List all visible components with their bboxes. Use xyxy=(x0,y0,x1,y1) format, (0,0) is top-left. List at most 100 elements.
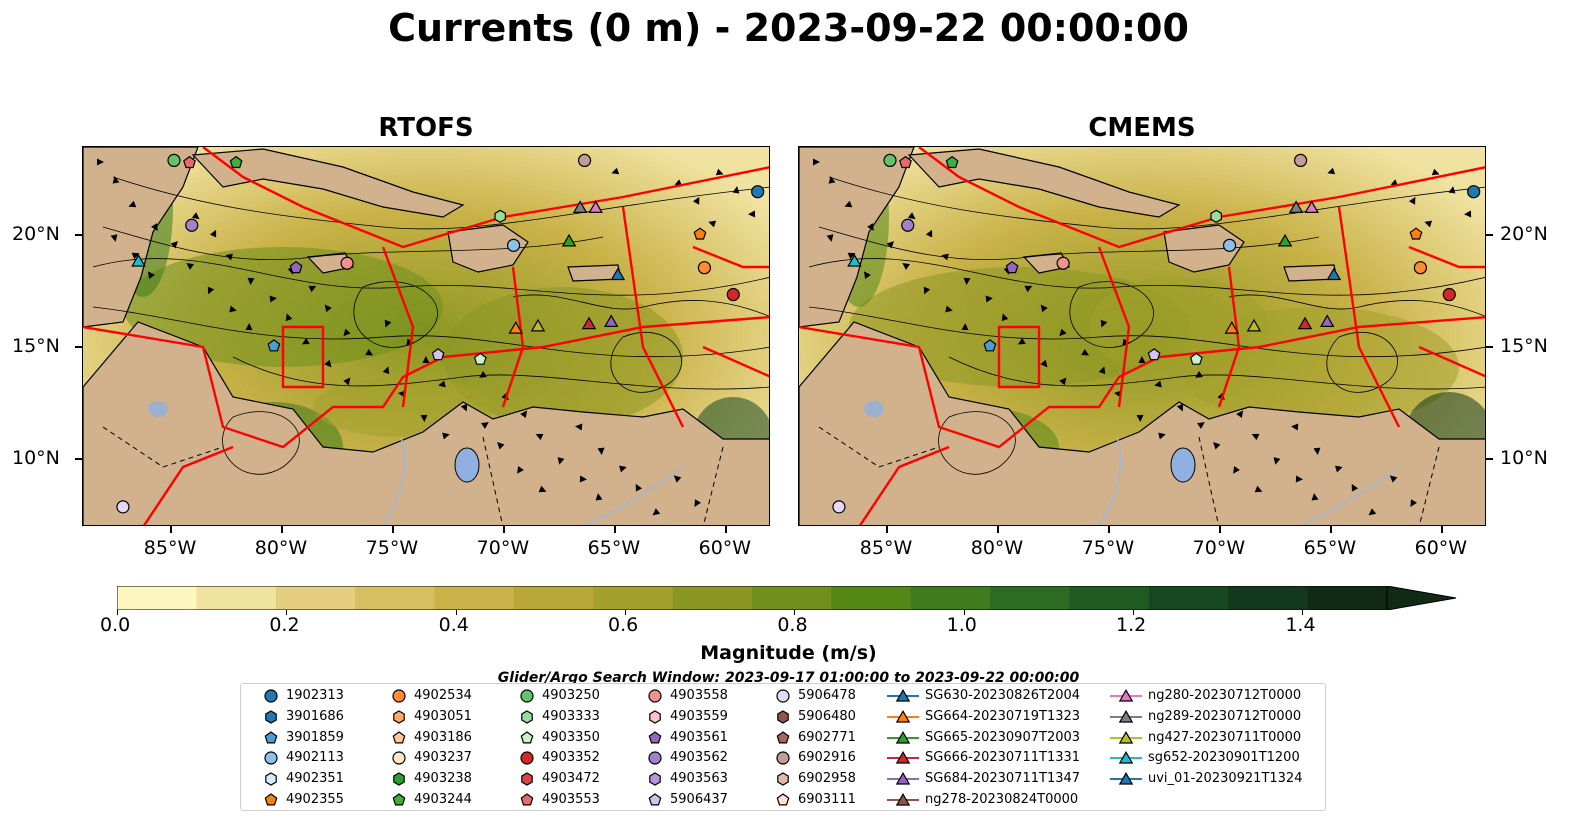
platform-marker xyxy=(1005,260,1019,274)
platform-marker xyxy=(1210,209,1222,223)
platform-marker xyxy=(726,287,740,302)
legend-label: 6903111 xyxy=(798,792,856,807)
platform-marker xyxy=(588,200,603,214)
legend-label: SG666-20230711T1331 xyxy=(925,750,1081,766)
platform-marker xyxy=(1222,238,1237,252)
colorbar-tick-label: 0.8 xyxy=(777,614,808,636)
panel-title-rtofs: RTOFS xyxy=(378,113,474,143)
legend-marker-icon xyxy=(887,792,919,806)
platform-marker xyxy=(1246,318,1262,332)
legend-marker-icon xyxy=(520,793,534,806)
colorbar-bin xyxy=(513,586,594,610)
legend-marker-icon xyxy=(887,772,919,785)
legend-marker-icon xyxy=(777,772,789,786)
legend-label: 3901686 xyxy=(286,708,344,724)
legend-label: 4903051 xyxy=(414,708,472,724)
legend-label: 6902771 xyxy=(798,729,856,745)
legend-label: 5906437 xyxy=(670,792,728,807)
legend-marker-icon xyxy=(393,772,405,786)
colorbar-bin xyxy=(752,586,832,610)
colorbar-bin xyxy=(196,586,277,610)
lat-tick-label: 15°N xyxy=(12,335,60,358)
platform-marker xyxy=(1319,314,1335,327)
legend-label: 4903186 xyxy=(414,729,472,745)
legend-marker-icon xyxy=(521,710,533,724)
platform-marker xyxy=(267,339,281,352)
legend-marker-icon xyxy=(1110,751,1142,764)
platform-marker xyxy=(1413,261,1428,275)
legend-label: 4903350 xyxy=(542,729,600,745)
search-window-text: Glider/Argo Search Window: 2023-09-17 01… xyxy=(497,670,1080,686)
platform-marker xyxy=(1467,185,1481,199)
map-canvas xyxy=(83,147,769,525)
legend-marker-icon xyxy=(265,710,277,724)
lat-tick-label: 15°N xyxy=(1500,335,1548,358)
platform-marker xyxy=(983,339,997,352)
platform-marker xyxy=(832,500,846,514)
legend-label: 6902916 xyxy=(798,750,856,766)
colorbar-bin xyxy=(1307,586,1388,610)
platform-marker xyxy=(340,256,354,270)
legend-marker-icon xyxy=(887,688,919,702)
legend-label: 4902355 xyxy=(286,792,344,807)
lon-tick-label: 85°W xyxy=(143,537,197,559)
legend-marker-icon xyxy=(1110,688,1142,702)
platform-marker xyxy=(1442,287,1456,302)
legend-label: 4903333 xyxy=(542,708,600,724)
platform-marker xyxy=(572,200,588,214)
platform-marker xyxy=(1189,352,1203,365)
legend-marker-icon xyxy=(776,730,790,744)
lon-tick-label: 85°W xyxy=(859,537,913,559)
colorbar-bin xyxy=(117,586,197,610)
colorbar-bin xyxy=(672,586,753,610)
rtofs-current-map xyxy=(82,146,770,526)
legend-label: SG684-20230711T1347 xyxy=(925,771,1081,787)
lon-tick-label: 70°W xyxy=(476,537,530,559)
legend-marker-icon xyxy=(777,710,789,724)
platform-marker xyxy=(1056,256,1070,270)
legend-label: 4902351 xyxy=(286,771,344,787)
legend-marker-icon xyxy=(776,751,790,765)
legend-marker-icon xyxy=(648,730,662,744)
platform-marker xyxy=(610,267,626,281)
platform-marker xyxy=(289,260,303,274)
legend-label: ng289-20230712T0000 xyxy=(1148,708,1302,724)
legend-label: 4903553 xyxy=(542,792,600,807)
platform-marker xyxy=(167,153,181,168)
lon-tick-label: 60°W xyxy=(1414,537,1468,559)
platform-marker xyxy=(508,321,524,334)
legend-label: 4903561 xyxy=(670,729,728,745)
legend-marker-icon xyxy=(1110,709,1142,723)
platform-marker xyxy=(1147,348,1161,361)
platform-legend: 1902313 3901686 3901859 4902113 4902351 49023… xyxy=(240,683,1326,811)
legend-marker-icon xyxy=(648,689,662,703)
legend-marker-icon xyxy=(648,793,662,806)
colorbar-bin xyxy=(434,586,515,610)
colorbar-tick-label: 0.2 xyxy=(269,614,300,636)
platform-marker xyxy=(751,185,765,199)
platform-marker xyxy=(561,233,577,247)
legend-marker-icon xyxy=(520,730,534,744)
colorbar-bin xyxy=(1069,586,1150,610)
lon-tick-label: 65°W xyxy=(1303,537,1357,559)
legend-marker-icon xyxy=(887,751,919,764)
legend-label: 4903352 xyxy=(542,750,600,766)
panel-title-cmems: CMEMS xyxy=(1088,113,1196,143)
platform-marker xyxy=(1277,233,1293,247)
legend-marker-icon xyxy=(1110,730,1142,744)
platform-marker xyxy=(229,155,243,169)
platform-marker xyxy=(581,316,597,330)
legend-label: 4903238 xyxy=(414,771,472,787)
platform-marker xyxy=(494,209,506,223)
legend-label: ng427-20230711T0000 xyxy=(1148,729,1302,745)
legend-marker-icon xyxy=(649,710,661,724)
lon-tick-label: 80°W xyxy=(254,537,308,559)
platform-marker xyxy=(185,218,199,232)
map-canvas xyxy=(799,147,1485,525)
lon-tick-label: 75°W xyxy=(365,537,419,559)
platform-marker xyxy=(883,153,897,168)
platform-marker xyxy=(473,352,487,365)
legend-label: uvi_01-20230921T1324 xyxy=(1148,771,1303,787)
legend-marker-icon xyxy=(887,709,919,723)
colorbar-bin xyxy=(275,586,356,610)
